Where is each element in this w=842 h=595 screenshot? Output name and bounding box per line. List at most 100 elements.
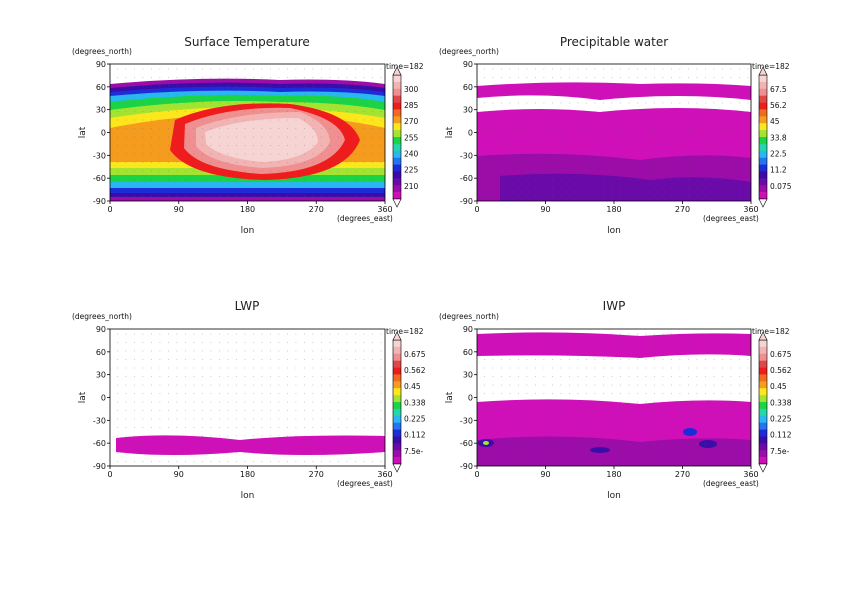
contour-fill (483, 441, 489, 445)
colorbar-segment (759, 157, 767, 165)
colorbar-segment (393, 346, 401, 355)
colorbar-arrow-top (392, 66, 402, 76)
panel-precipitable-water: Precipitable water (degrees_north) time=… (439, 35, 790, 202)
y-tick-label: 90 (463, 325, 473, 334)
colorbar-segment (759, 171, 767, 179)
y-unit-label: (degrees_north) (72, 312, 132, 321)
x-unit-label: (degrees_east) (703, 214, 759, 223)
x-tick-label: 270 (309, 205, 324, 214)
colorbar-tick-label: 0.225 (404, 415, 426, 424)
colorbar-segment (759, 192, 767, 200)
y-tick-label: 60 (463, 348, 473, 357)
y-tick-label: 90 (96, 60, 106, 69)
x-tick-label: 360 (377, 205, 392, 214)
colorbar-segment (759, 450, 767, 458)
x-tick-label: 90 (174, 205, 184, 214)
contour-fill (477, 436, 751, 466)
contour-fill (683, 428, 697, 436)
y-tick-label: -90 (93, 197, 106, 206)
colorbar-segment (759, 81, 767, 90)
colorbar-segment (759, 143, 767, 152)
time-label: time=182 (386, 62, 424, 71)
x-tick-label: 180 (240, 470, 255, 479)
x-unit-label: (degrees_east) (337, 214, 393, 223)
grid-dots (484, 68, 749, 197)
plot-area (110, 329, 385, 466)
contour-gap (477, 95, 751, 112)
colorbar-tick-label: 0.45 (404, 382, 421, 391)
panel-title: IWP (603, 299, 626, 313)
axes-and-colorbars: 0 90 180 270 360 90 60 30 0 -30 -60 -90 lon lat (degre… (78, 60, 792, 501)
colorbar-tick-label: 240 (404, 150, 419, 159)
colorbar-segment (393, 192, 401, 200)
colorbar-segment (759, 75, 767, 83)
plot-area (477, 329, 751, 466)
plot-area (477, 64, 751, 201)
y-tick-label: -30 (93, 151, 106, 160)
colorbar-segment (759, 346, 767, 355)
x-tick-label: 0 (107, 470, 112, 479)
y-tick-label: 90 (96, 325, 106, 334)
y-tick-label: -60 (460, 439, 473, 448)
y-tick-label: 0 (468, 129, 473, 138)
colorbar-tick-label: 0.45 (770, 382, 787, 391)
y-axis-label: lat (78, 126, 88, 138)
colorbar-arrow-top (758, 66, 768, 76)
y-unit-label: (degrees_north) (439, 47, 499, 56)
colorbar-segment (759, 360, 767, 368)
x-axis-label: lon (241, 491, 255, 501)
colorbar-segment (393, 164, 401, 172)
time-label: time=182 (752, 327, 790, 336)
colorbar-arrow-bottom (392, 198, 402, 208)
colorbar-segment (393, 367, 401, 375)
colorbar-segment (759, 402, 767, 410)
y-tick-label: -30 (93, 416, 106, 425)
colorbar-tick-label: 0.338 (404, 398, 426, 407)
colorbar-segment (393, 75, 401, 83)
x-tick-label: 90 (540, 205, 550, 214)
colorbar-segment (393, 157, 401, 165)
colorbar-tick-label: 22.5 (770, 150, 787, 159)
colorbar-tick-label: 255 (404, 133, 419, 142)
colorbar-segment (759, 137, 767, 145)
y-tick-label: 90 (463, 60, 473, 69)
colorbar-arrow-bottom (758, 198, 768, 208)
colorbar-segment (393, 408, 401, 417)
colorbar-segment (759, 340, 767, 348)
grid-dots (117, 333, 382, 462)
contour-fill (205, 118, 318, 162)
colorbar-segment (393, 171, 401, 179)
x-tick-label: 270 (309, 470, 324, 479)
colorbar-segment (759, 88, 767, 96)
y-tick-label: 0 (468, 394, 473, 403)
colorbar-segment (393, 388, 401, 396)
colorbar-tick-label: 0.225 (770, 415, 792, 424)
x-tick-label: 180 (606, 470, 621, 479)
y-tick-label: -90 (460, 197, 473, 206)
colorbar-segment (393, 353, 401, 361)
y-axis-label: lat (445, 126, 455, 138)
colorbar-segment (759, 116, 767, 124)
colorbar-segment (393, 137, 401, 145)
x-unit-label: (degrees_east) (703, 479, 759, 488)
x-tick-label: 180 (240, 205, 255, 214)
colorbar-tick-label: 0.338 (770, 398, 792, 407)
x-tick-label: 0 (474, 470, 479, 479)
y-tick-label: -60 (93, 439, 106, 448)
colorbar-tick-label: 0.675 (770, 350, 792, 359)
x-tick-label: 360 (743, 205, 758, 214)
y-tick-label: 30 (96, 106, 106, 115)
colorbar-segment (759, 436, 767, 444)
colorbar-segment (393, 185, 401, 193)
colorbar-segment (759, 95, 767, 103)
colorbar-segment (393, 443, 401, 451)
colorbar-tick-label: 0.075 (770, 182, 792, 191)
grid-dots (484, 333, 749, 462)
x-axis-label: lon (241, 226, 255, 236)
colorbar-segment (759, 367, 767, 375)
colorbar-segment (393, 109, 401, 117)
colorbar-tick-label: 270 (404, 117, 419, 126)
y-tick-label: 30 (463, 106, 473, 115)
colorbar-segment (393, 88, 401, 96)
x-tick-label: 0 (107, 205, 112, 214)
